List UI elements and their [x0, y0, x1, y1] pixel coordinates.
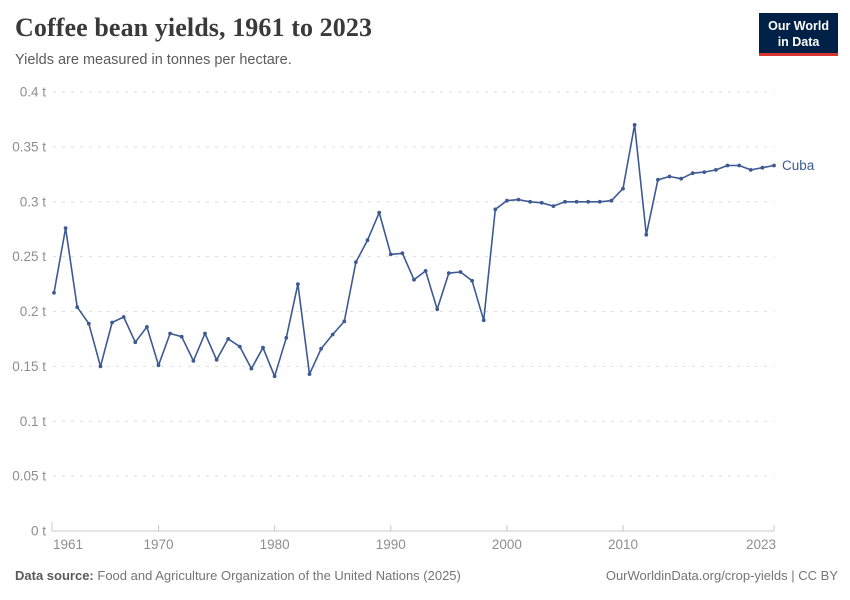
- data-point[interactable]: [75, 305, 80, 309]
- owid-logo-line2: in Data: [777, 35, 820, 49]
- owid-logo[interactable]: Our World in Data: [759, 13, 838, 56]
- data-point[interactable]: [574, 199, 579, 204]
- data-point[interactable]: [505, 198, 509, 203]
- data-point[interactable]: [493, 207, 498, 212]
- y-tick-label: 0.2 t: [20, 304, 47, 319]
- data-point[interactable]: [226, 337, 231, 341]
- data-point[interactable]: [516, 197, 521, 202]
- data-point[interactable]: [319, 346, 323, 351]
- data-point[interactable]: [656, 177, 660, 182]
- data-point[interactable]: [377, 210, 382, 215]
- data-point[interactable]: [179, 334, 184, 339]
- data-point[interactable]: [86, 321, 91, 326]
- y-tick-label: 0.1 t: [20, 414, 47, 429]
- data-point[interactable]: [330, 332, 335, 337]
- data-point[interactable]: [145, 325, 149, 329]
- data-point[interactable]: [133, 340, 138, 345]
- data-point[interactable]: [52, 290, 56, 295]
- data-point[interactable]: [632, 123, 637, 127]
- series-label-cuba[interactable]: Cuba: [782, 158, 815, 173]
- y-tick-label: 0.3 t: [20, 194, 47, 209]
- y-tick-label: 0 t: [31, 524, 46, 539]
- owid-logo-line1: Our World: [768, 19, 829, 33]
- data-point[interactable]: [470, 278, 474, 283]
- y-tick-label: 0.35 t: [12, 139, 46, 154]
- data-point[interactable]: [563, 199, 567, 204]
- data-point[interactable]: [156, 363, 161, 368]
- data-source-text: Food and Agriculture Organization of the…: [97, 568, 461, 583]
- data-point[interactable]: [214, 357, 219, 362]
- data-point[interactable]: [98, 364, 103, 369]
- data-point[interactable]: [237, 344, 242, 349]
- data-point[interactable]: [621, 186, 625, 191]
- data-point[interactable]: [772, 163, 776, 168]
- data-point[interactable]: [760, 165, 765, 170]
- data-point[interactable]: [272, 374, 277, 379]
- x-tick-label: 2010: [608, 537, 638, 552]
- data-point[interactable]: [551, 204, 556, 209]
- data-point[interactable]: [365, 238, 370, 243]
- x-tick-label: 1990: [376, 537, 406, 552]
- data-point[interactable]: [412, 277, 416, 282]
- data-point[interactable]: [690, 171, 695, 176]
- data-point[interactable]: [667, 174, 672, 179]
- data-point[interactable]: [644, 232, 649, 237]
- page-title: Coffee bean yields, 1961 to 2023: [15, 13, 373, 42]
- data-point[interactable]: [168, 331, 173, 336]
- x-tick-label: 1980: [260, 537, 290, 552]
- x-tick-label: 2023: [746, 537, 776, 552]
- data-point[interactable]: [191, 359, 196, 363]
- credit-link[interactable]: OurWorldinData.org/crop-yields | CC BY: [605, 568, 838, 583]
- data-source: Data source: Food and Agriculture Organi…: [15, 568, 461, 583]
- data-point[interactable]: [586, 199, 591, 204]
- data-point[interactable]: [261, 345, 265, 350]
- x-tick-label: 1970: [143, 537, 173, 552]
- data-point[interactable]: [342, 319, 347, 324]
- data-point[interactable]: [63, 226, 68, 231]
- data-source-label: Data source:: [15, 568, 94, 583]
- data-point[interactable]: [458, 270, 463, 274]
- data-point[interactable]: [539, 200, 544, 205]
- data-point[interactable]: [284, 335, 289, 340]
- data-point[interactable]: [609, 198, 614, 203]
- chart-subtitle: Yields are measured in tonnes per hectar…: [15, 52, 292, 68]
- chart-footer: Data source: Food and Agriculture Organi…: [15, 568, 838, 583]
- x-tick-label: 2000: [492, 537, 522, 552]
- data-point[interactable]: [528, 199, 532, 204]
- data-point[interactable]: [481, 318, 486, 323]
- data-point[interactable]: [388, 252, 393, 257]
- data-point[interactable]: [714, 168, 718, 172]
- y-tick-label: 0.25 t: [12, 249, 46, 264]
- data-point[interactable]: [725, 163, 730, 168]
- series-line-cuba[interactable]: [53, 124, 775, 378]
- y-tick-label: 0.15 t: [12, 359, 46, 374]
- x-tick-label: 1961: [53, 537, 83, 552]
- data-point[interactable]: [121, 315, 126, 319]
- data-point[interactable]: [679, 176, 683, 181]
- data-point[interactable]: [446, 271, 451, 275]
- data-point[interactable]: [296, 282, 300, 286]
- data-point[interactable]: [354, 260, 358, 264]
- data-point[interactable]: [307, 372, 312, 376]
- data-point[interactable]: [249, 366, 254, 371]
- data-point[interactable]: [748, 168, 753, 172]
- data-point[interactable]: [110, 320, 114, 325]
- data-point[interactable]: [400, 251, 405, 256]
- data-point[interactable]: [203, 331, 207, 336]
- y-tick-label: 0.05 t: [12, 469, 46, 484]
- data-point[interactable]: [423, 269, 428, 273]
- data-point[interactable]: [737, 163, 742, 168]
- data-point[interactable]: [702, 170, 707, 175]
- data-point[interactable]: [435, 307, 440, 312]
- y-tick-label: 0.4 t: [20, 85, 47, 100]
- data-point[interactable]: [597, 199, 602, 204]
